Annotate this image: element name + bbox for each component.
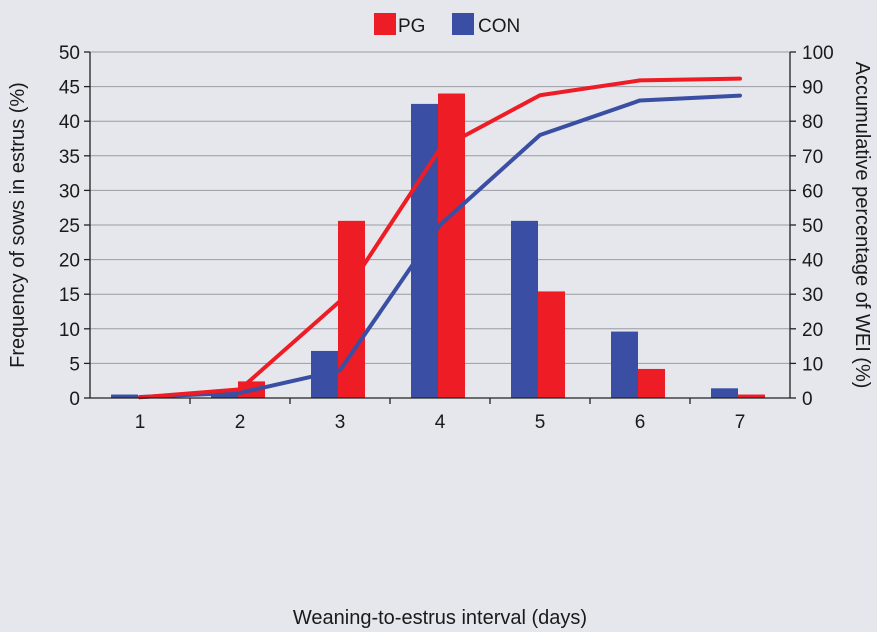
bar-con-1 [111,394,138,398]
x-tick-label: 7 [735,412,746,433]
y2-tick-label: 60 [802,181,823,202]
y2-axis-title: Accumulative percentage of WEI (%) [851,62,873,389]
axes [84,51,796,404]
y-tick-label: 10 [59,320,80,341]
y-tick-label: 15 [59,285,80,306]
x-tick-label: 1 [135,412,146,433]
y2-tick-label: 100 [802,43,834,64]
y-tick-label: 5 [69,354,80,375]
bar-pg-6 [638,368,665,398]
bar-con-6 [611,331,638,398]
legend-label-con: CON [478,16,520,37]
legend-label-pg: PG [398,16,425,37]
y-tick-label: 30 [59,181,80,202]
y-tick-label: 45 [59,78,80,99]
y-tick-label: 0 [69,389,80,410]
y2-tick-label: 50 [802,216,823,237]
y2-tick-label: 30 [802,285,823,306]
y2-tick-label: 10 [802,354,823,375]
y-tick-label: 50 [59,43,80,64]
x-tick-label: 5 [535,412,546,433]
x-tick-label: 3 [335,412,346,433]
y2-tick-label: 40 [802,251,823,272]
x-axis-title: Weaning-to-estrus interval (days) [293,607,587,629]
x-tick-label: 6 [635,412,646,433]
x-axis-ticks: 1 2 3 4 5 6 7 [135,412,746,433]
line-con [138,93,742,399]
legend-swatch-pg [374,13,396,35]
cumulative-lines [138,76,742,400]
y2-tick-label: 80 [802,112,823,133]
bar-con-5 [511,220,538,398]
y2-tick-label: 90 [802,78,823,99]
y2-tick-label: 20 [802,320,823,341]
x-tick-label: 4 [435,412,446,433]
y-tick-label: 35 [59,147,80,168]
y-tick-label: 20 [59,251,80,272]
bar-con-2 [211,393,238,398]
line-pg [138,76,742,400]
right-axis-ticks: 0 10 20 30 40 50 60 70 80 90 100 [802,43,834,410]
bar-con-7 [711,388,738,398]
left-axis-ticks: 0 5 10 15 20 25 30 35 40 45 50 [59,43,80,410]
y-tick-label: 40 [59,112,80,133]
y2-tick-label: 0 [802,389,813,410]
bar-pg-5 [538,291,565,398]
x-tick-label: 2 [235,412,246,433]
bar-pg-7 [738,394,765,398]
bars [111,93,765,399]
legend-swatch-con [452,13,474,35]
y2-tick-label: 70 [802,147,823,168]
y-tick-label: 25 [59,216,80,237]
legend: PG CON [374,13,520,37]
y-axis-title: Frequency of sows in estrus (%) [7,82,29,368]
bar-pg-3 [338,220,365,398]
